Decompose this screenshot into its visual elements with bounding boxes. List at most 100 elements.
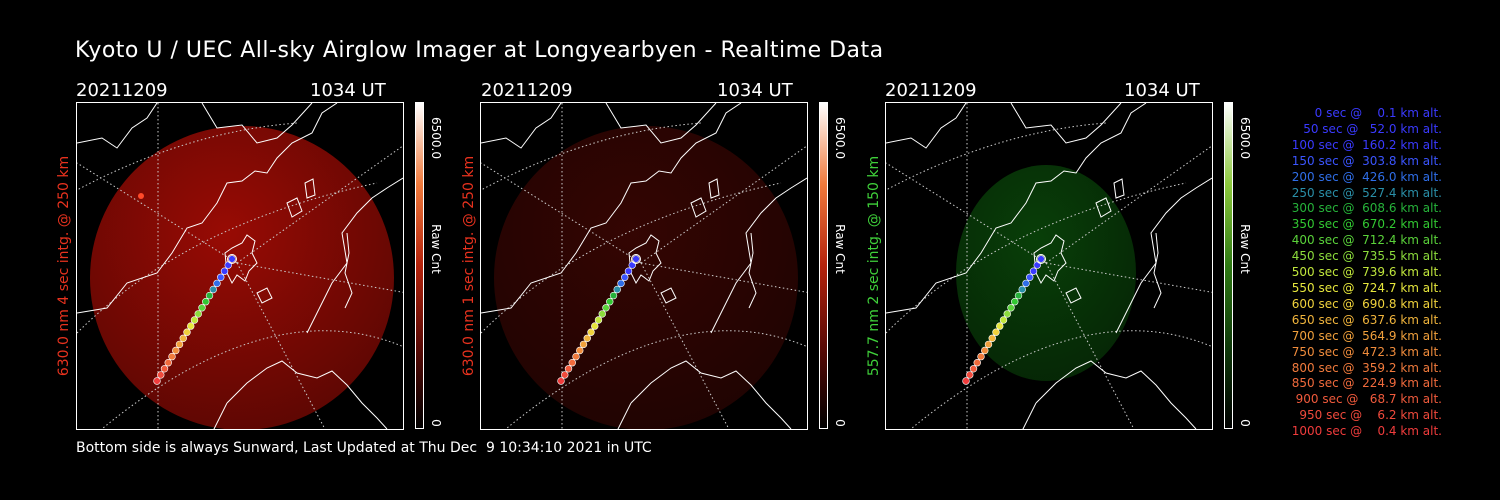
lat-grid-line <box>886 122 1107 191</box>
panel-2-colorbar-label: Raw Cnt <box>833 224 847 274</box>
coastline <box>306 177 403 334</box>
panel-1-colorbar-labels: 6500.0 Raw Cnt 0 <box>426 102 446 430</box>
lat-grid-line <box>77 122 298 191</box>
legend-entry: 400 sec @ 712.4 km alt. <box>1287 233 1442 248</box>
coastline <box>630 360 792 429</box>
lon-grid-line <box>236 262 403 293</box>
track-point <box>576 346 584 355</box>
island-coastline <box>304 178 316 199</box>
island-coastline <box>1095 197 1112 218</box>
track-point <box>157 371 165 379</box>
track-point <box>194 310 202 318</box>
coastline <box>886 103 967 149</box>
lat-grid-line <box>886 182 1187 334</box>
legend-entry: 650 sec @ 637.6 km alt. <box>1287 312 1442 327</box>
lon-grid-line <box>886 162 1047 264</box>
island-coastline <box>1065 287 1082 304</box>
island-coastline <box>1033 234 1067 285</box>
track-point <box>999 316 1008 324</box>
track-point <box>579 340 588 349</box>
island-coastline <box>256 287 273 304</box>
track-point <box>1007 304 1015 312</box>
track-point <box>228 255 236 263</box>
track-point <box>168 352 176 361</box>
track-point <box>175 340 184 349</box>
panel-3-time: 1034 UT <box>1124 80 1200 101</box>
panel-1-date: 20211209 <box>76 80 168 101</box>
legend-entry: 700 sec @ 564.9 km alt. <box>1287 328 1442 343</box>
panel-2-ylabel: 630.0 nm 1 sec intg. @ 250 km <box>461 155 477 377</box>
track-point <box>179 334 187 343</box>
track-point <box>1026 273 1034 282</box>
track-point <box>1029 267 1038 275</box>
lon-grid-line <box>1045 145 1212 264</box>
legend-entry: 50 sec @ 52.0 km alt. <box>1295 121 1442 136</box>
coastline <box>1022 402 1037 429</box>
track-point <box>606 298 614 306</box>
lon-grid-line <box>640 262 807 293</box>
legend-entry: 0 sec @ 0.1 km alt. <box>1303 106 1442 120</box>
legend-entry: 150 sec @ 303.8 km alt. <box>1287 153 1442 168</box>
panel-1-colorbar-max: 6500.0 <box>429 117 443 159</box>
track-point <box>209 285 217 294</box>
track-point <box>564 365 573 373</box>
track-point <box>602 304 610 312</box>
track-point <box>557 377 565 385</box>
panel-1-ylabel: 630.0 nm 4 sec intg. @ 250 km <box>56 155 72 377</box>
coastline <box>605 103 717 144</box>
panel-1-colorbar-min: 0 <box>429 419 443 427</box>
legend-entry: 600 sec @ 690.8 km alt. <box>1287 296 1442 311</box>
track-end-marker <box>631 254 641 264</box>
coastline <box>710 177 807 334</box>
page-title: Kyoto U / UEC All-sky Airglow Imager at … <box>75 38 884 63</box>
panel-2-colorbar-labels: 6500.0 Raw Cnt 0 <box>830 102 850 430</box>
lon-grid-line <box>640 145 807 264</box>
track-point <box>220 267 229 275</box>
panel-2-date: 20211209 <box>481 80 573 101</box>
panel-2-colorbar <box>819 102 828 429</box>
track-point <box>628 261 636 269</box>
track-point <box>164 359 172 367</box>
track-point <box>587 328 595 336</box>
panel-3-colorbar-label: Raw Cnt <box>1238 224 1252 274</box>
panel-3-image <box>885 102 1213 430</box>
track-point <box>598 310 606 318</box>
track-point <box>621 273 629 282</box>
lat-grid-line <box>505 330 807 429</box>
island-coastline <box>224 234 258 285</box>
track-point <box>988 334 996 343</box>
panel-3-colorbar <box>1224 102 1233 429</box>
lon-grid-line <box>640 262 730 429</box>
lon-grid-line <box>481 162 642 264</box>
coastline <box>617 402 632 429</box>
track-point <box>996 322 1004 330</box>
track-point <box>1037 255 1045 263</box>
coastline <box>226 360 388 429</box>
track-point <box>966 371 974 379</box>
legend-entry: 850 sec @ 224.9 km alt. <box>1287 376 1442 391</box>
track-point <box>613 285 621 294</box>
coastline <box>481 103 742 314</box>
coastline <box>481 103 562 149</box>
panel-3-ylabel: 557.7 nm 2 sec intg. @ 150 km <box>866 155 882 377</box>
bright-spot <box>138 193 144 199</box>
track-point <box>1018 285 1026 294</box>
coastline <box>1115 177 1212 334</box>
legend-entry: 1000 sec @ 0.4 km alt. <box>1291 424 1442 439</box>
panel-3-date: 20211209 <box>885 80 977 101</box>
panel-3-ylabel-container: 557.7 nm 2 sec intg. @ 150 km <box>862 102 886 430</box>
track-point <box>632 255 640 263</box>
panel-2-colorbar-max: 6500.0 <box>833 117 847 159</box>
track-point <box>973 359 981 367</box>
legend-entry: 800 sec @ 359.2 km alt. <box>1287 360 1442 375</box>
footer-note: Bottom side is always Sunward, Last Upda… <box>76 440 652 456</box>
track-point <box>1003 310 1011 318</box>
panel-1-ylabel-container: 630.0 nm 4 sec intg. @ 250 km <box>52 102 76 430</box>
legend-entry: 300 sec @ 608.6 km alt. <box>1287 201 1442 216</box>
track-point <box>992 328 1000 336</box>
track-point <box>172 346 180 355</box>
track-point <box>1014 291 1023 300</box>
track-point <box>981 346 989 355</box>
track-point <box>160 365 169 373</box>
track-point <box>591 322 599 330</box>
